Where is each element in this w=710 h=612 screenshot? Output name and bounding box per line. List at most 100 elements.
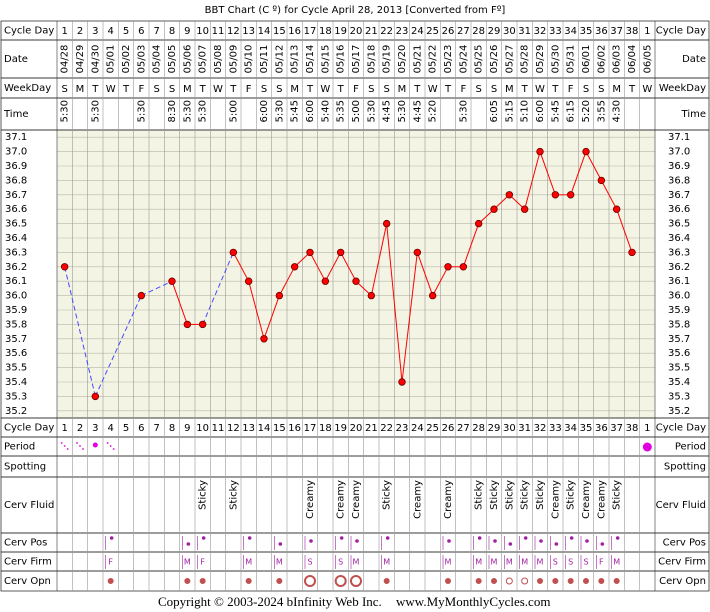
row-label-right: WeekDay (659, 83, 706, 94)
date: 05/22 (428, 45, 439, 74)
cycle-day-bottom: 6 (138, 423, 144, 434)
weekday: W (320, 84, 330, 95)
cerv-firm: M (521, 558, 528, 567)
weekday: S (153, 84, 159, 95)
copyright: Copyright © 2003-2024 bInfinity Web Inc. (158, 594, 382, 609)
period-dot (60, 442, 63, 444)
y-tick-label: 36.0 (5, 291, 27, 302)
temp-point (474, 219, 483, 228)
temp-point (352, 277, 360, 285)
weekday: T (122, 84, 130, 95)
cerv-opn-icon (598, 578, 605, 584)
y-tick-label: 35.8 (5, 319, 27, 330)
date: 05/23 (443, 45, 454, 74)
date: 05/20 (397, 45, 408, 74)
cerv-firm: F (200, 558, 205, 567)
cerv-fluid: Sticky (566, 480, 577, 510)
y-tick-label-right: 35.3 (668, 391, 690, 402)
date: 04/28 (60, 45, 71, 74)
cerv-firm: M (613, 558, 620, 567)
cerv-opn-icon (199, 578, 206, 584)
cerv-opn-icon (304, 575, 316, 587)
date: 05/19 (382, 45, 393, 74)
y-tick-label-right: 35.8 (668, 319, 690, 330)
cycle-day-bottom: 32 (534, 423, 547, 434)
y-tick-label: 35.9 (5, 305, 27, 316)
cerv-fluid: Creamy (305, 480, 316, 519)
date: 05/29 (535, 45, 546, 74)
cycle-day-bottom: 2 (77, 423, 83, 434)
weekday: S (475, 84, 481, 95)
cycle-day-bottom: 12 (227, 423, 240, 434)
row-label: Cycle Day (4, 26, 54, 37)
cerv-firm: F (108, 558, 113, 567)
weekday: W (428, 84, 438, 95)
cerv-pos-icon (600, 542, 605, 546)
cycle-day-bottom: 36 (595, 423, 608, 434)
row-label: Cerv Fluid (4, 500, 54, 511)
cerv-pos-icon (109, 536, 114, 540)
temp-point (612, 205, 621, 213)
date: 04/30 (90, 45, 101, 74)
cycle-day-bottom: 35 (580, 423, 593, 434)
cerv-pos-icon (339, 536, 344, 540)
cerv-fluid: Sticky (489, 480, 500, 510)
cerv-pos-icon (615, 536, 620, 540)
date: 05/06 (182, 45, 193, 74)
cycle-day: 28 (472, 26, 485, 37)
temp-segment (570, 151, 587, 195)
cerv-firm: M (276, 558, 283, 567)
temp-segment (278, 266, 296, 296)
cycle-day: 14 (258, 26, 271, 37)
temp-point (582, 147, 590, 156)
period-dot (106, 442, 109, 444)
temp-segment (432, 266, 449, 296)
period-dot (112, 448, 115, 450)
temp-segment (64, 266, 96, 397)
time: 5:30 (60, 100, 71, 122)
weekday: F (568, 84, 574, 95)
temp-segment (416, 252, 434, 296)
date: 05/17 (351, 45, 362, 74)
date: 05/12 (274, 45, 285, 74)
cycle-day: 37 (610, 26, 623, 37)
row-label-right: Cerv Firm (658, 557, 706, 568)
row-label-right: Cerv Fluid (656, 500, 706, 511)
cycle-day: 13 (242, 26, 255, 37)
temp-point (137, 291, 146, 300)
cycle-day-bottom: 7 (153, 423, 159, 434)
weekday: T (551, 84, 559, 95)
time: 5:00 (228, 100, 239, 122)
cycle-day: 35 (580, 26, 593, 37)
weekday: S (276, 84, 282, 95)
temp-point (628, 248, 636, 257)
cycle-day-bottom: 11 (212, 423, 225, 434)
temp-segment (616, 209, 633, 253)
cycle-day-bottom: 28 (472, 423, 485, 434)
cerv-opn-icon (583, 578, 589, 584)
weekday: S (383, 84, 389, 95)
temp-segment (232, 252, 250, 282)
cycle-day-bottom: 30 (503, 423, 516, 434)
cycle-day: 10 (196, 26, 209, 37)
y-tick-label: 35.5 (5, 363, 27, 374)
cerv-firm: F (599, 558, 604, 567)
time: 5:00 (351, 100, 362, 122)
row-label: WeekDay (4, 83, 51, 94)
temp-point (306, 248, 314, 257)
temp-point (91, 392, 100, 401)
temp-segment (539, 151, 556, 195)
date: 04/29 (75, 45, 86, 74)
temp-point (428, 291, 437, 300)
row-label-right: Cycle Day (656, 26, 706, 37)
cerv-firm: M (475, 558, 482, 567)
cerv-fluid: Creamy (351, 480, 362, 519)
time: 4:45 (382, 100, 393, 122)
date: 05/08 (213, 45, 224, 74)
cycle-day: 15 (273, 26, 286, 37)
cycle-day: 21 (365, 26, 378, 37)
cerv-opn-icon (491, 578, 497, 584)
temp-segment (309, 252, 326, 282)
cerv-firm: S (568, 558, 573, 567)
cycle-day: 9 (184, 26, 190, 37)
